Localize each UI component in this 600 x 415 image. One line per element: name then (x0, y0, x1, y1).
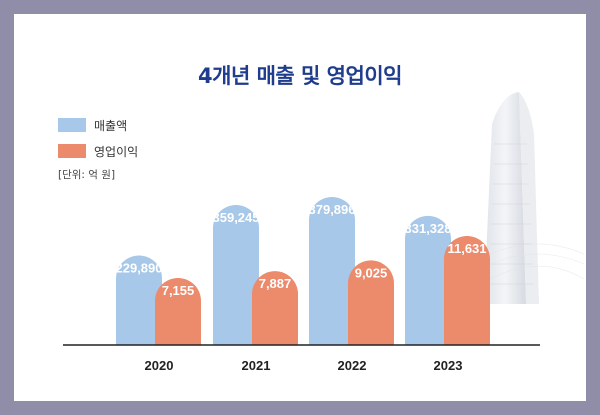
data-label-profit-2020: 7,155 (162, 283, 195, 298)
chart-frame: 4개년 매출 및 영업이익 매출액 영업이익 [단위: 억 원] 229,890… (14, 14, 586, 401)
data-label-revenue-2023: 331,328 (405, 221, 452, 236)
x-tick-label-2021: 2021 (242, 358, 271, 373)
data-label-revenue-2022: 379,896 (309, 202, 356, 217)
x-tick-label-2023: 2023 (434, 358, 463, 373)
data-label-profit-2023: 11,631 (447, 241, 486, 256)
legend-item-revenue: 매출액 (58, 115, 138, 135)
legend: 매출액 영업이익 [단위: 억 원] (58, 115, 138, 182)
bar-profit-2023 (444, 236, 490, 345)
x-tick-label-2020: 2020 (145, 358, 174, 373)
unit-label: [단위: 억 원] (58, 169, 116, 181)
bar-profit-2020 (155, 277, 201, 345)
legend-label-profit: 영업이익 (94, 144, 139, 159)
bar-revenue-2023 (405, 215, 451, 345)
x-tick-label-2022: 2022 (338, 358, 367, 373)
chart-title: 4개년 매출 및 영업이익 (198, 64, 402, 88)
bar-revenue-2020 (116, 255, 162, 345)
legend-swatch-profit (58, 144, 86, 158)
data-label-revenue-2020: 229,890 (116, 260, 163, 275)
bar-profit-2021 (252, 271, 298, 345)
legend-swatch-revenue (58, 118, 86, 132)
bar-profit-2022 (348, 260, 394, 345)
bar-revenue-2021 (213, 205, 259, 345)
bar-revenue-2022 (309, 197, 355, 345)
bar-chart: 229,890 7,155 2020 359,245 7,887 2021 379,896 9… (63, 197, 540, 373)
legend-label-revenue: 매출액 (94, 118, 128, 133)
legend-item-profit: 영업이익 (58, 141, 138, 161)
data-label-profit-2021: 7,887 (259, 276, 292, 291)
data-label-profit-2022: 9,025 (355, 265, 388, 280)
data-label-revenue-2021: 359,245 (213, 210, 260, 225)
